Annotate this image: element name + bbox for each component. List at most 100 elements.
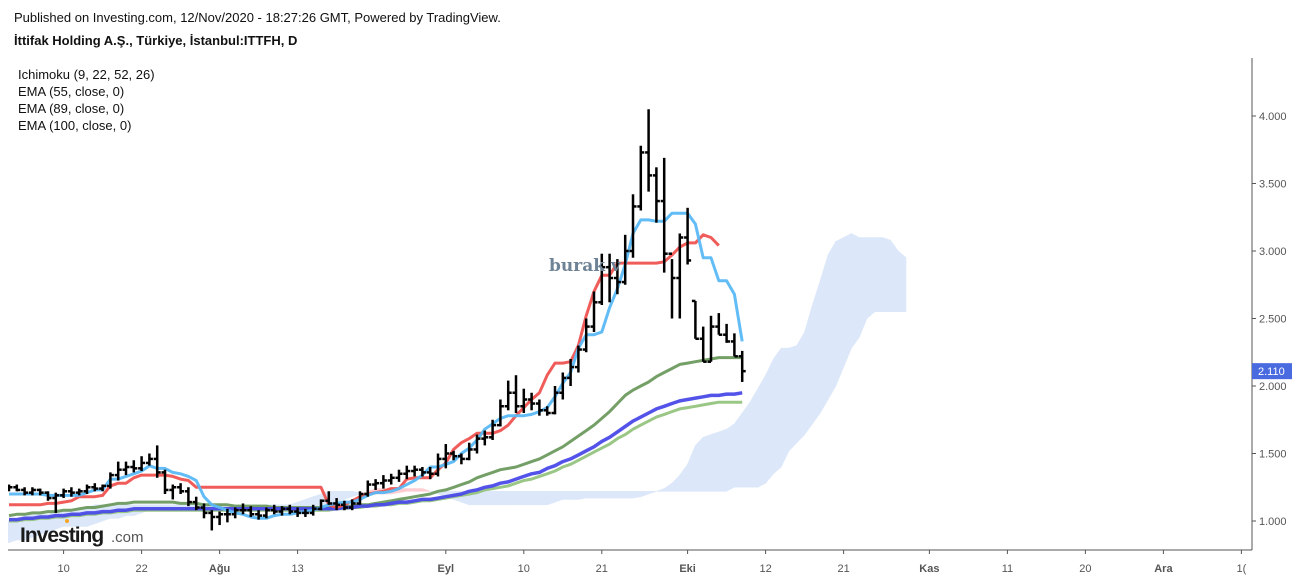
ohlc-bar [169,485,176,500]
y-tick-label: 1.000 [1259,516,1287,528]
ohlc-bar [731,333,738,356]
cloud-segment-bullish [695,437,703,491]
cloud-segment-bullish [727,424,735,492]
y-tick-label: 4.000 [1259,111,1287,123]
ohlc-bar [380,475,387,489]
cloud-segment-bullish [898,251,906,312]
ohlc-bar [123,462,130,476]
cloud-segment-bullish [610,491,618,498]
cloud-segment-bullish [773,348,781,474]
ohlc-bar [13,485,20,492]
ohlc-bar [505,381,512,411]
ohlc-bar [708,316,715,362]
ohlc-bar [497,400,504,427]
cloud-segment-bullish [664,483,672,491]
cloud-segment-bullish [672,475,680,491]
ohlc-bar [6,485,13,492]
ohlc-bar [146,454,153,466]
cloud-segment-bullish [836,238,844,387]
cloud-segment-bullish [851,233,859,348]
ohlc-bar [739,351,746,382]
cloud-segment-bullish [875,238,883,312]
cloud-segment-bullish [680,464,688,491]
ohlc-bar [513,375,520,413]
cloud-segment-bullish [867,238,875,319]
ohlc-bar [388,474,395,485]
x-tick-label: 21 [837,563,849,575]
cloud-segment-bullish [485,491,493,505]
cloud-segment-bullish [547,491,555,505]
cloud-segment-bullish [571,491,579,499]
y-tick-label: 3.000 [1259,246,1287,258]
ema-89-line [9,393,742,520]
x-tick-label: 13 [291,563,303,575]
cloud-segment-bullish [758,375,766,487]
investing-logo: Investing .com [20,519,144,547]
cloud-segment-bullish [688,445,696,491]
cloud-segment-bullish [516,491,524,505]
ohlc-bar [669,254,676,319]
cloud-segment-bullish [789,346,797,451]
cloud-segment-bullish [742,402,750,487]
cloud-segment-bullish [563,491,571,499]
ohlc-bar [411,466,418,477]
cloud-segment-bullish [9,521,17,543]
cloud-segment-bullish [820,255,828,413]
x-tick-label: 11 [1002,563,1013,575]
logo-dot [65,519,69,523]
cloud-segment-bullish [625,491,633,498]
cloud-segment-bullish [711,432,719,491]
ohlc-bar [700,327,707,362]
cloud-segment-bullish [812,281,820,424]
cloud-segment-bullish [524,491,532,505]
cloud-segment-bullish [766,359,774,483]
y-tick-label: 1.500 [1259,449,1287,461]
cloud-segment-bearish [415,489,423,492]
x-tick-label: Ağu [209,563,230,575]
cloud-segment-bullish [1,521,9,543]
cloud-segment-bullish [750,389,758,488]
ohlc-bar [177,483,184,494]
cloud-segment-bullish [617,491,625,498]
cloud-segment-bullish [828,242,836,400]
logo-investing: Investing [20,524,103,547]
cloud-segment-bullish [883,238,891,312]
cloud-segment-bullish [602,491,610,498]
cloud-segment-bullish [805,305,813,435]
cloud-segment-bullish [578,491,586,499]
cloud-segment-bearish [407,489,415,492]
x-tick-label: 22 [135,563,147,575]
ohlc-bar [403,466,410,480]
x-tick-label: Ara [1154,563,1173,575]
cloud-segment-bullish [508,491,516,505]
ohlc-bar [216,512,223,526]
cloud-segment-bullish [493,491,501,505]
cloud-segment-bullish [890,240,898,312]
ohlc-bar [723,324,730,343]
x-tick-label: Kas [919,563,939,575]
cloud-segment-bullish [781,348,789,467]
cloud-segment-bullish [633,491,641,498]
x-tick-label: 12 [759,563,771,575]
cloud-segment-bullish [0,521,1,543]
cloud-segment-bullish [555,491,563,502]
ohlc-bar [692,301,699,339]
cloud-segment-bullish [859,238,867,338]
last-price-label: 2.110 [1258,366,1285,378]
ohlc-bar [661,158,668,273]
ohlc-bar [208,510,215,530]
y-tick-label: 3.500 [1259,179,1287,191]
x-tick-label: 20 [1079,563,1091,575]
ohlc-bar [637,146,644,211]
ohlc-bar [715,313,722,335]
cloud-segment-bullish [532,491,540,505]
axes: 1.000 1.500 2.000 2.500 3.000 3.500 4.000 10 22 A… [8,58,1292,575]
cloud-segment-bullish [641,491,649,496]
cloud-segment-bullish [586,491,594,498]
cloud-segment-bullish [656,489,664,492]
ohlc-bar [154,445,161,477]
ohlc-bar [645,109,652,191]
x-tick-label: 10 [518,563,530,575]
x-tick-label: 1( [1237,563,1247,575]
